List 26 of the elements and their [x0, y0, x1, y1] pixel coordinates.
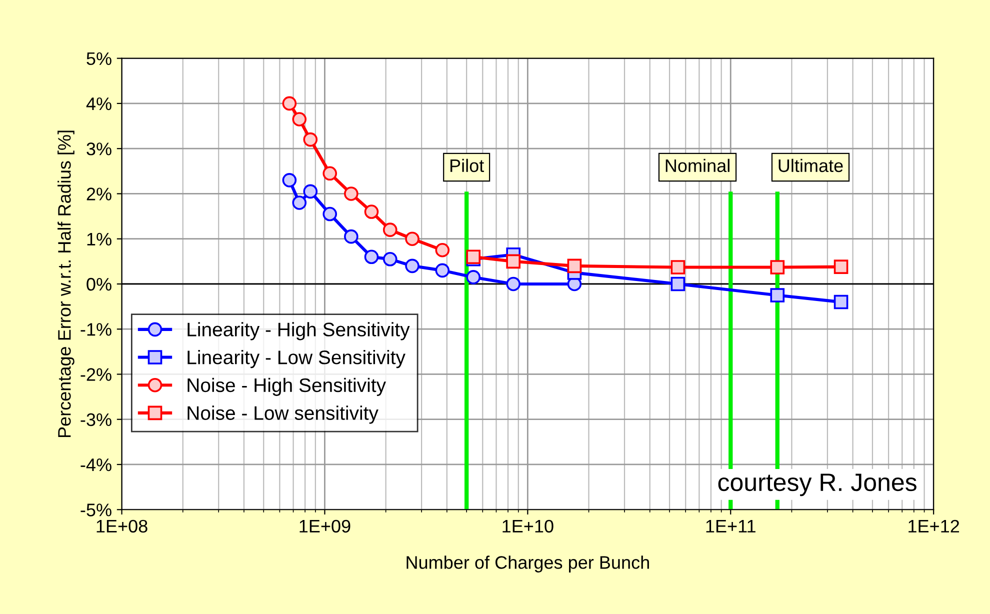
y-tick-label: -5% [80, 504, 112, 516]
x-tick-label: 1E+11 [706, 520, 756, 532]
y-tick-label: -1% [80, 323, 112, 336]
y-tick-label: 2% [86, 188, 112, 200]
y-tick-label: 1% [87, 232, 112, 246]
legend-label: Noise - Low sensitivity [188, 406, 378, 424]
y-tick-label: -2% [80, 368, 112, 381]
legend-label: Noise - High Sensitivity [188, 378, 386, 396]
legend-label: Linearity - High Sensitivity [188, 322, 410, 340]
x-tick-label: 1E+08 [96, 520, 148, 533]
x-tick-label: 1E+12 [908, 520, 960, 532]
x-tick-label: 1E+09 [300, 520, 350, 533]
y-tick-label: 5% [86, 52, 112, 66]
ref-line-label: Nominal [666, 158, 730, 172]
y-tick-label: 4% [86, 97, 112, 110]
ref-line-label: Pilot [450, 158, 484, 172]
x-axis-title: Number of Charges per Bunch [406, 556, 649, 572]
y-tick-label: -3% [80, 413, 112, 426]
y-axis-title: Percentage Error w.r.t. Half Radius [%] [58, 130, 74, 438]
annotation: courtesy R. Jones [718, 474, 916, 496]
x-tick-label: 1E+10 [502, 520, 554, 533]
legend-label: Linearity - Low Sensitivity [188, 350, 406, 368]
ref-line-label: Ultimate [778, 158, 843, 172]
y-tick-label: -4% [80, 458, 112, 472]
y-tick-label: 0% [86, 278, 112, 291]
y-tick-label: 3% [86, 142, 112, 156]
